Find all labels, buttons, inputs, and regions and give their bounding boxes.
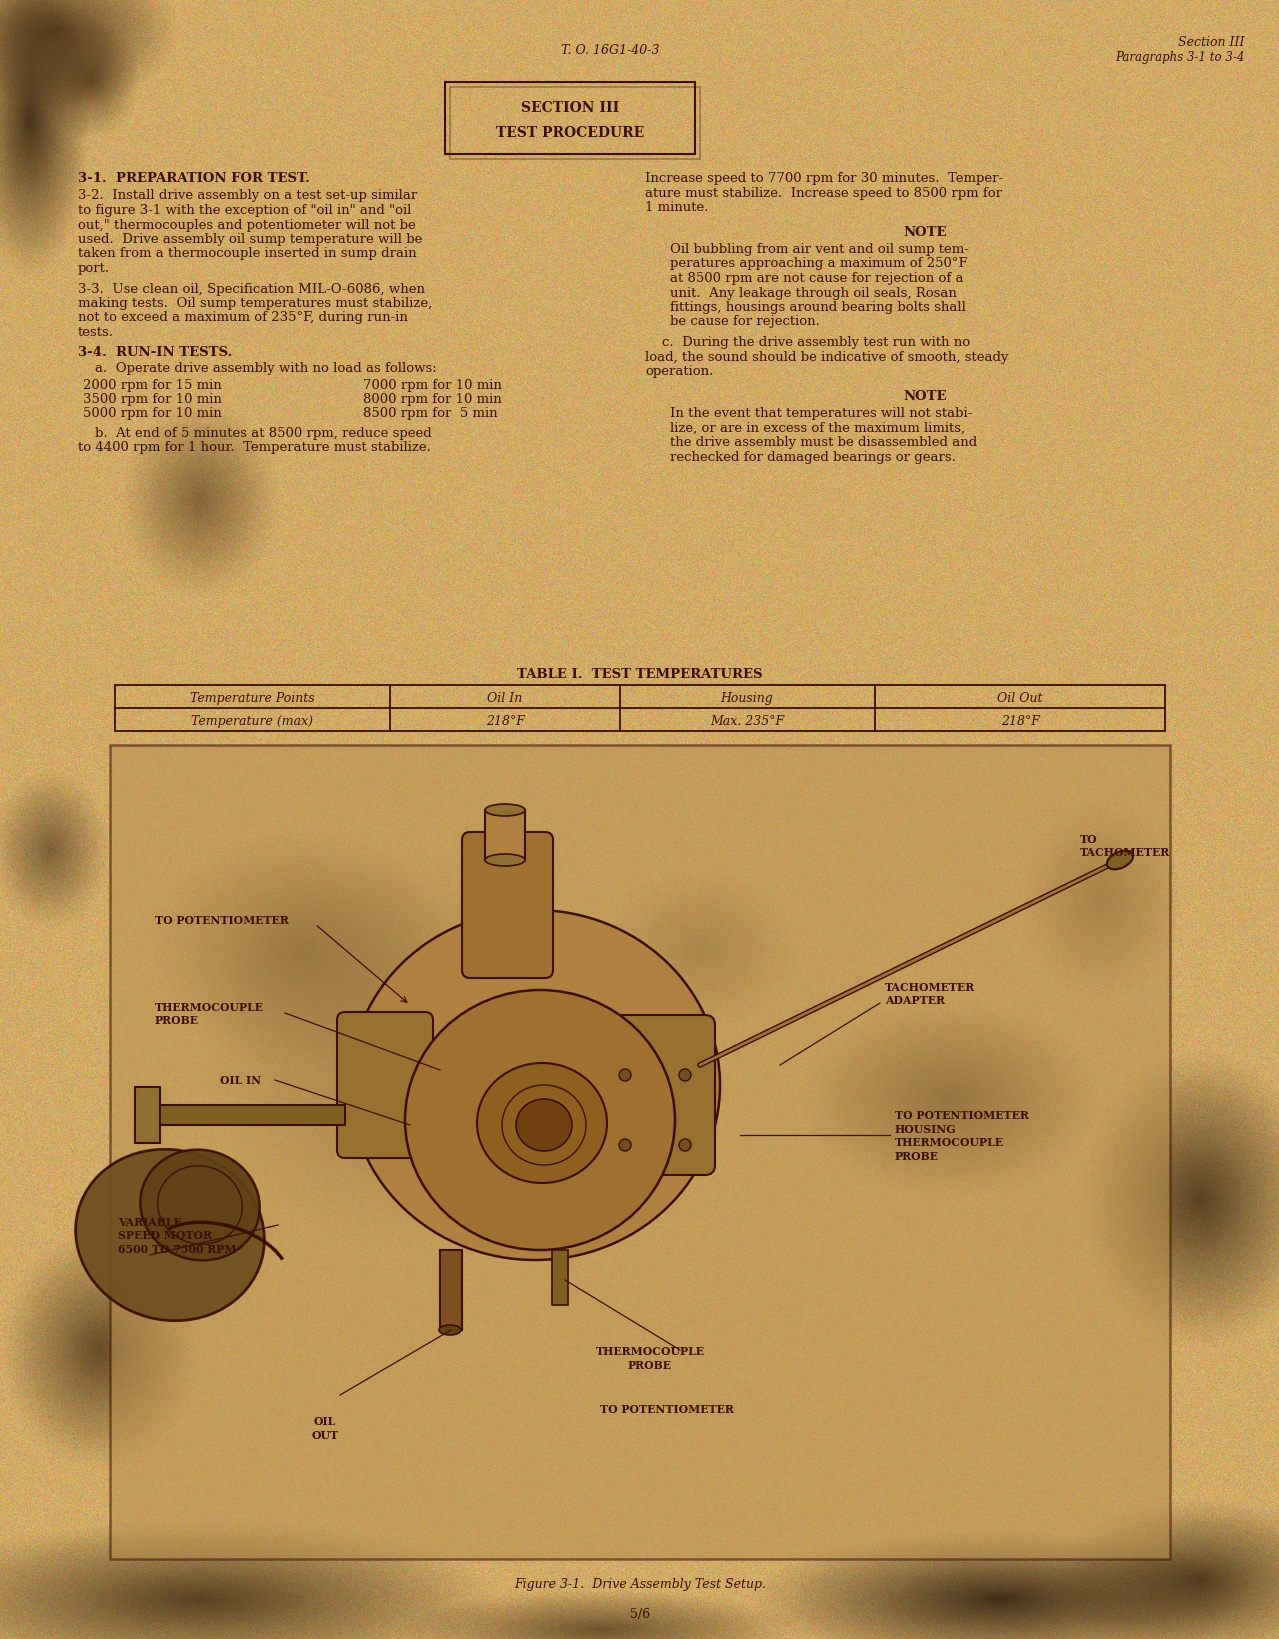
Text: 3-3.  Use clean oil, Specification MIL-O-6086, when: 3-3. Use clean oil, Specification MIL-O-… [78,282,425,295]
Text: TO
TACHOMETER: TO TACHOMETER [1079,833,1170,857]
Text: 1 minute.: 1 minute. [645,202,709,213]
Text: Section III: Section III [1178,36,1244,49]
Text: Oil In: Oil In [487,692,523,705]
Text: 7000 rpm for 10 min: 7000 rpm for 10 min [363,379,501,392]
Text: VARIABLE
SPEED MOTOR
6500 TO 7500 RPM: VARIABLE SPEED MOTOR 6500 TO 7500 RPM [118,1216,237,1254]
Ellipse shape [679,1139,691,1151]
Text: used.  Drive assembly oil sump temperature will be: used. Drive assembly oil sump temperatur… [78,233,422,246]
Text: OIL IN: OIL IN [220,1075,261,1085]
Ellipse shape [1106,851,1133,870]
Text: SECTION III: SECTION III [521,102,619,115]
Bar [136,1087,160,1144]
Text: 3-4.  RUN-IN TESTS.: 3-4. RUN-IN TESTS. [78,346,233,359]
Ellipse shape [515,1100,572,1151]
Text: rechecked for damaged bearings or gears.: rechecked for damaged bearings or gears. [670,451,955,464]
Text: TACHOMETER
ADAPTER: TACHOMETER ADAPTER [885,982,976,1006]
Text: 218°F: 218°F [1000,715,1040,728]
Text: tests.: tests. [78,326,114,339]
Text: load, the sound should be indicative of smooth, steady: load, the sound should be indicative of … [645,351,1009,364]
Ellipse shape [350,910,720,1260]
Text: TO POTENTIOMETER
HOUSING
THERMOCOUPLE
PROBE: TO POTENTIOMETER HOUSING THERMOCOUPLE PR… [895,1110,1028,1162]
Text: 3-2.  Install drive assembly on a test set-up similar: 3-2. Install drive assembly on a test se… [78,190,417,202]
Text: port.: port. [78,262,110,275]
Ellipse shape [619,1069,631,1082]
Text: In the event that temperatures will not stabi-: In the event that temperatures will not … [670,406,972,420]
Text: 5000 rpm for 10 min: 5000 rpm for 10 min [83,406,221,420]
Text: lize, or are in excess of the maximum limits,: lize, or are in excess of the maximum li… [670,421,966,434]
Text: Temperature (max): Temperature (max) [191,715,313,728]
FancyBboxPatch shape [600,1016,715,1175]
Text: Increase speed to 7700 rpm for 30 minutes.  Temper-: Increase speed to 7700 rpm for 30 minute… [645,172,1003,185]
Text: taken from a thermocouple inserted in sump drain: taken from a thermocouple inserted in su… [78,247,417,261]
Text: the drive assembly must be disassembled and: the drive assembly must be disassembled … [670,436,977,449]
Text: 218°F: 218°F [486,715,524,728]
Text: c.  During the drive assembly test run with no: c. During the drive assembly test run wi… [645,336,971,349]
Text: Housing: Housing [720,692,774,705]
Bar [110,746,1170,1559]
Ellipse shape [477,1064,608,1183]
Text: NOTE: NOTE [903,390,946,402]
Text: 8500 rpm for  5 min: 8500 rpm for 5 min [363,406,498,420]
Ellipse shape [485,854,524,867]
Text: TO POTENTIOMETER: TO POTENTIOMETER [600,1403,734,1414]
Text: be cause for rejection.: be cause for rejection. [670,315,820,328]
Text: TEST PROCEDURE: TEST PROCEDURE [496,126,645,139]
Text: out," thermocouples and potentiometer will not be: out," thermocouples and potentiometer wi… [78,218,416,231]
Text: 8000 rpm for 10 min: 8000 rpm for 10 min [363,393,501,406]
Bar [485,811,524,860]
Bar [450,89,700,161]
Text: making tests.  Oil sump temperatures must stabilize,: making tests. Oil sump temperatures must… [78,297,432,310]
Ellipse shape [405,990,675,1251]
Text: T. O. 16G1-40-3: T. O. 16G1-40-3 [560,44,659,56]
Ellipse shape [75,1149,265,1321]
Text: at 8500 rpm are not cause for rejection of a: at 8500 rpm are not cause for rejection … [670,272,963,285]
Bar [115,685,1165,731]
Text: Temperature Points: Temperature Points [189,692,315,705]
Bar [440,1251,462,1331]
Text: 3-1.  PREPARATION FOR TEST.: 3-1. PREPARATION FOR TEST. [78,172,310,185]
FancyBboxPatch shape [462,833,553,978]
Text: Max. 235°F: Max. 235°F [710,715,784,728]
Bar [445,84,694,156]
Text: 5/6: 5/6 [631,1608,650,1621]
Text: Oil bubbling from air vent and oil sump tem-: Oil bubbling from air vent and oil sump … [670,243,969,256]
Text: NOTE: NOTE [903,225,946,238]
Text: fittings, housings around bearing bolts shall: fittings, housings around bearing bolts … [670,302,966,313]
Text: operation.: operation. [645,365,714,377]
Ellipse shape [679,1069,691,1082]
Text: THERMOCOUPLE
PROBE: THERMOCOUPLE PROBE [596,1346,705,1370]
Text: TABLE I.  TEST TEMPERATURES: TABLE I. TEST TEMPERATURES [517,667,762,680]
Text: 2000 rpm for 15 min: 2000 rpm for 15 min [83,379,221,392]
Ellipse shape [439,1326,460,1336]
Text: unit.  Any leakage through oil seals, Rosan: unit. Any leakage through oil seals, Ros… [670,287,957,300]
Text: peratures approaching a maximum of 250°F: peratures approaching a maximum of 250°F [670,257,968,270]
Text: TO POTENTIOMETER: TO POTENTIOMETER [155,915,289,926]
Ellipse shape [619,1139,631,1151]
Bar [553,1251,568,1305]
Text: OIL
OUT: OIL OUT [312,1414,339,1439]
Text: 3500 rpm for 10 min: 3500 rpm for 10 min [83,393,221,406]
Ellipse shape [141,1151,260,1260]
Text: not to exceed a maximum of 235°F, during run-in: not to exceed a maximum of 235°F, during… [78,311,408,325]
Text: Figure 3-1.  Drive Assembly Test Setup.: Figure 3-1. Drive Assembly Test Setup. [514,1577,766,1590]
Text: THERMOCOUPLE
PROBE: THERMOCOUPLE PROBE [155,1001,263,1026]
Ellipse shape [485,805,524,816]
Text: a.  Operate drive assembly with no load as follows:: a. Operate drive assembly with no load a… [78,362,436,375]
Bar [150,1105,345,1126]
Text: ature must stabilize.  Increase speed to 8500 rpm for: ature must stabilize. Increase speed to … [645,187,1001,200]
Text: b.  At end of 5 minutes at 8500 rpm, reduce speed: b. At end of 5 minutes at 8500 rpm, redu… [78,426,432,439]
FancyBboxPatch shape [336,1013,434,1159]
Text: to 4400 rpm for 1 hour.  Temperature must stabilize.: to 4400 rpm for 1 hour. Temperature must… [78,441,431,454]
Text: Paragraphs 3-1 to 3-4: Paragraphs 3-1 to 3-4 [1115,51,1244,64]
Text: Oil Out: Oil Out [998,692,1042,705]
Text: to figure 3-1 with the exception of "oil in" and "oil: to figure 3-1 with the exception of "oil… [78,203,412,216]
